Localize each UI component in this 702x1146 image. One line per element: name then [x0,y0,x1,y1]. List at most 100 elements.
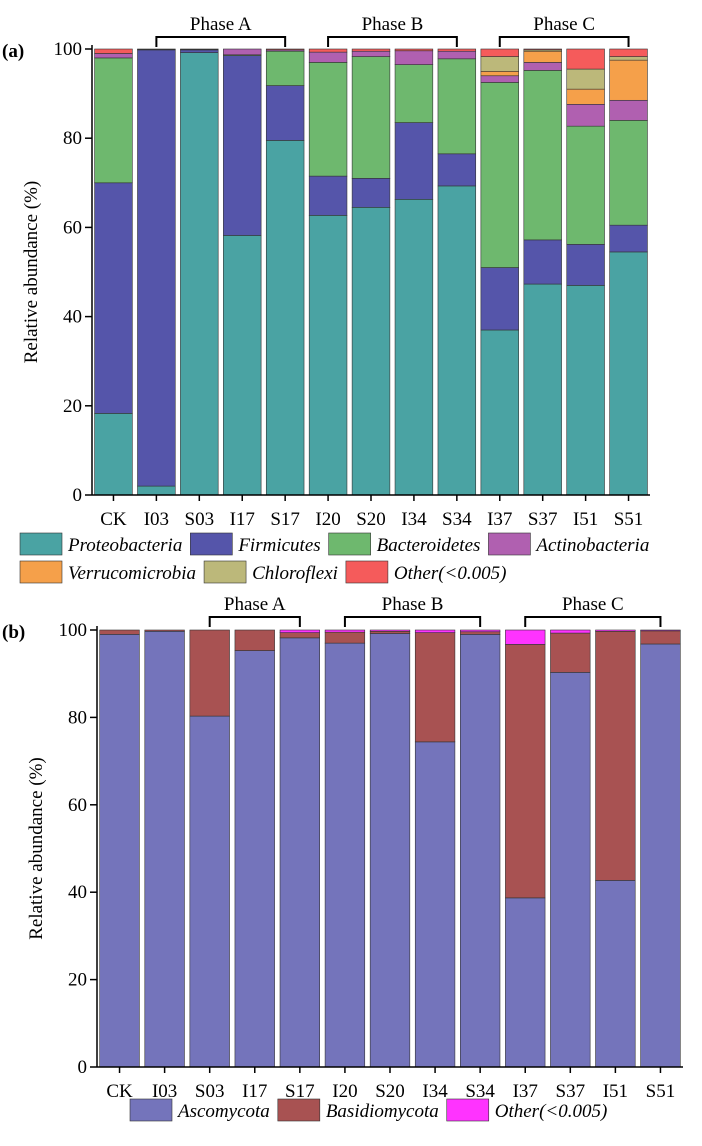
bar-segment [395,123,433,200]
bar-segment [137,50,175,486]
y-tick-label: 100 [59,620,88,641]
legend-swatch [329,533,371,555]
bar-segment [370,633,410,1067]
phase-bracket [156,37,285,47]
bar-segment [180,53,218,495]
bar-segment [567,69,605,89]
legend-swatch [20,533,62,555]
legend-label: Basidiomycota [326,1101,439,1122]
bar-segment [415,633,455,742]
panel-label: (a) [2,41,24,62]
bar-segment [596,880,636,1067]
x-tick-label: I34 [422,1081,448,1102]
legend-swatch [20,561,62,583]
bar-segment [137,486,175,495]
x-tick-label: I20 [315,509,340,530]
bar-segment [524,51,562,62]
phase-bracket [345,617,480,627]
panel-label: (b) [2,622,25,643]
x-tick-label: I51 [573,509,598,530]
bar-segment [481,71,519,75]
bar-segment [567,89,605,104]
bar-segment [100,634,140,1067]
bar-segment [481,57,519,72]
bar-segment [352,49,390,51]
bar-segment [524,240,562,284]
y-tick-label: 20 [63,396,82,417]
bar-segment [610,252,648,495]
legend-item: Other(<0.005) [447,1099,608,1122]
legend-swatch [130,1099,172,1121]
legend-item: Basidiomycota [278,1099,439,1122]
bar-segment [415,630,455,633]
x-tick-label: I03 [144,509,169,530]
bar-segment [325,643,365,1067]
bar-segment [95,413,133,495]
x-tick-label: I37 [513,1081,538,1102]
bar-segment [596,630,636,631]
phase-bracket [210,617,300,627]
bar-segment [641,631,681,644]
bar-segment [145,630,185,631]
legend-swatch [190,533,232,555]
bar-segment [352,207,390,495]
y-tick-label: 20 [68,970,87,991]
bar-segment [481,82,519,267]
x-tick-label: CK [100,509,127,530]
bar-segment [370,631,410,633]
bar-segment [481,76,519,83]
x-tick-label: I17 [230,509,255,530]
bar-segment [223,49,261,55]
legend-label: Chloroflexi [252,563,338,584]
bar-segment [438,59,476,154]
y-tick-label: 80 [68,707,87,728]
phase-label: Phase B [362,14,424,35]
bar-segment [460,634,500,1067]
legend-label: Bacteroidetes [377,535,481,556]
legend-label: Proteobacteria [67,535,182,556]
bar-segment [95,58,133,183]
bar-segment [309,52,347,62]
bar-segment [550,672,590,1067]
y-axis-label: Relative abundance (%) [21,181,42,364]
bar-segment [235,651,275,1067]
bar-segment [266,51,304,85]
bar-segment [438,49,476,51]
x-tick-label: S51 [614,509,644,530]
bar-segment [438,51,476,59]
x-tick-label: S37 [556,1081,586,1102]
bar-segment [145,631,185,1067]
bar-segment [95,183,133,414]
bar-segment [438,154,476,186]
bar-segment [95,53,133,57]
bar-segment [481,49,519,57]
bar-segment [100,630,140,634]
bar-segment [550,630,590,633]
bar-segment [190,630,230,716]
bar-segment [395,49,433,51]
phase-label: Phase C [562,594,624,615]
bar-segment [266,140,304,495]
x-tick-label: I51 [603,1081,628,1102]
legend-swatch [346,561,388,583]
bar-segment [524,62,562,70]
bar-segment [596,631,636,880]
bar-segment [280,630,320,633]
x-tick-label: S03 [185,509,215,530]
legend-swatch [278,1099,320,1121]
y-tick-label: 0 [73,485,83,506]
legend-swatch [204,561,246,583]
x-tick-label: I20 [332,1081,357,1102]
y-tick-label: 0 [78,1057,88,1078]
bar-segment [352,178,390,207]
bar-segment [352,57,390,179]
bar-segment [266,86,304,141]
y-tick-label: 80 [63,128,82,149]
bar-segment [524,284,562,495]
phase-label: Phase B [382,594,444,615]
x-tick-label: I37 [487,509,512,530]
bar-segment [481,330,519,495]
legend-item: Verrucomicrobia [20,561,196,584]
